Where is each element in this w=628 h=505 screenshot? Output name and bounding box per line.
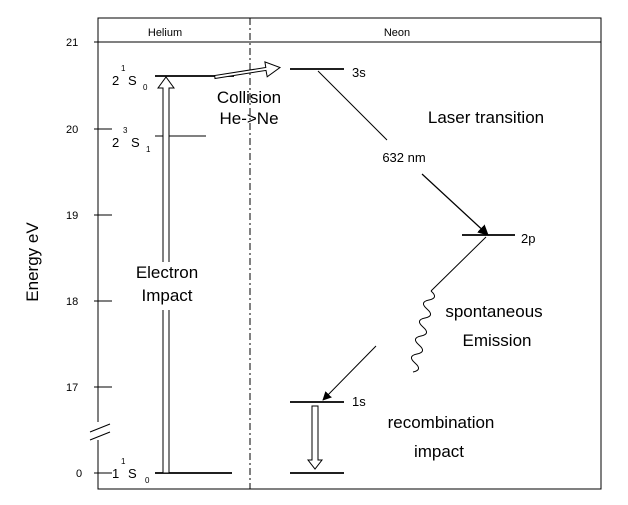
svg-text:1: 1 (146, 145, 151, 154)
neon-header: Neon (384, 27, 410, 39)
svg-text:S: S (131, 135, 140, 150)
helium-header: Helium (148, 27, 182, 39)
svg-text:2: 2 (112, 73, 119, 88)
spontaneous-label-line1: spontaneous (445, 302, 542, 321)
spontaneous-label-line2: Emission (463, 331, 532, 350)
recombination-label-line2: impact (414, 442, 464, 461)
laser-transition-label: Laser transition (428, 108, 544, 127)
spontaneous-line-top (430, 236, 487, 292)
y-tick-19: 19 (66, 210, 78, 222)
collision-arrow (214, 61, 282, 80)
svg-text:0: 0 (145, 476, 150, 485)
svg-text:2: 2 (112, 135, 119, 150)
y-tick-18: 18 (66, 296, 78, 308)
collision-label-line2: He->Ne (219, 109, 278, 128)
neon-label-3s: 3s (352, 65, 366, 80)
neon-label-2p: 2p (521, 231, 535, 246)
neon-label-1s: 1s (352, 394, 366, 409)
diagram-frame (97, 17, 602, 490)
spontaneous-emission-wave (411, 290, 435, 373)
laser-transition-arrow (421, 173, 489, 236)
svg-text:1: 1 (121, 64, 126, 73)
y-tick-17: 17 (66, 382, 78, 394)
helium-label-2-3s1: 2 3 S 1 (112, 126, 151, 154)
collision-label-line1: Collision (217, 88, 281, 107)
svg-text:S: S (128, 73, 137, 88)
svg-text:1: 1 (121, 457, 126, 466)
y-axis-ticks (94, 41, 112, 474)
y-tick-21: 21 (66, 37, 78, 49)
y-axis-label: Energy eV (23, 222, 42, 302)
electron-label-backdrop (128, 262, 208, 310)
svg-text:0: 0 (143, 83, 148, 92)
svg-text:1: 1 (112, 466, 119, 481)
recombination-arrow (306, 405, 324, 470)
recombination-label-line1: recombination (388, 413, 495, 432)
helium-label-1-1s0: 1 1 S 0 (112, 457, 150, 485)
laser-transition-line-top (317, 70, 388, 141)
axis-break (89, 422, 111, 441)
y-tick-20: 20 (66, 124, 78, 136)
electron-impact-label-line2: Impact (141, 286, 192, 305)
svg-text:S: S (128, 466, 137, 481)
helium-label-2-1s0: 2 1 S 0 (112, 64, 148, 92)
electron-impact-label-line1: Electron (136, 263, 198, 282)
wavelength-label: 632 nm (382, 150, 425, 165)
y-tick-0: 0 (76, 468, 82, 480)
svg-text:3: 3 (123, 126, 128, 135)
spontaneous-emission-arrow (322, 345, 377, 401)
